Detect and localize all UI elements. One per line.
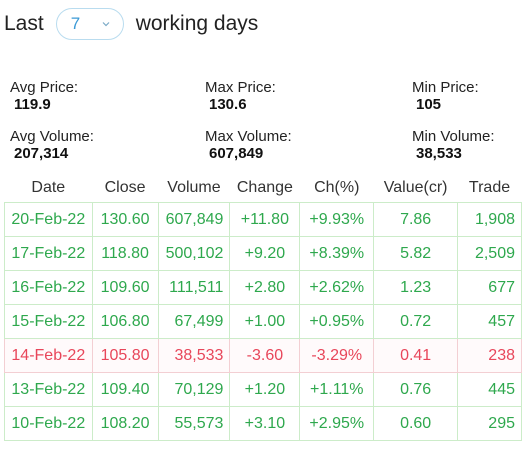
stat-value: 105 (416, 96, 442, 113)
chevron-down-icon (102, 22, 110, 27)
cell-change: +3.10 (229, 406, 301, 441)
column-header-volume: Volume (167, 179, 221, 196)
period-suffix: working days (135, 12, 259, 35)
cell-change-percent: +2.62% (299, 270, 375, 305)
cell-volume: 111,511 (157, 270, 231, 305)
stat-max-price: Max Price: 130.6 (205, 79, 276, 113)
cell-change: +1.20 (229, 372, 301, 407)
cell-close: 108.20 (91, 406, 159, 441)
cell-volume: 500,102 (157, 236, 231, 271)
cell-change: +11.80 (229, 202, 301, 237)
stat-value: 38,533 (416, 145, 462, 162)
cell-date: 14-Feb-22 (4, 338, 93, 373)
table-row: 20-Feb-22 130.60 607,849 +11.80 +9.93% 7.86 1,… (4, 202, 522, 237)
stat-max-volume: Max Volume: 607,849 (205, 128, 292, 162)
cell-trade: 457 (457, 304, 522, 339)
cell-close: 106.80 (91, 304, 159, 339)
table-row: 14-Feb-22 105.80 38,533 -3.60 -3.29% 0.41 238 (4, 338, 522, 373)
cell-value-cr: 5.82 (373, 236, 459, 271)
cell-value-cr: 0.72 (373, 304, 459, 339)
stat-label: Max Volume: (205, 128, 292, 145)
cell-close: 118.80 (91, 236, 159, 271)
cell-date: 15-Feb-22 (4, 304, 93, 339)
cell-trade: 2,509 (457, 236, 522, 271)
stat-value: 130.6 (209, 96, 247, 113)
stat-min-volume: Min Volume: 38,533 (412, 128, 495, 162)
stat-value: 207,314 (14, 145, 69, 162)
cell-value-cr: 1.23 (373, 270, 459, 305)
column-header-trade: Trade (468, 179, 511, 196)
cell-trade: 677 (457, 270, 522, 305)
cell-date: 17-Feb-22 (4, 236, 93, 271)
cell-date: 20-Feb-22 (4, 202, 93, 237)
stat-value: 607,849 (209, 145, 264, 162)
cell-change: +9.20 (229, 236, 301, 271)
period-prefix: Last (4, 12, 44, 35)
cell-value-cr: 0.41 (373, 338, 459, 373)
cell-trade: 295 (457, 406, 522, 441)
column-header-change-percent: Ch(%) (314, 179, 360, 196)
cell-value-cr: 0.76 (373, 372, 459, 407)
table-row: 10-Feb-22 108.20 55,573 +3.10 +2.95% 0.60 295 (4, 406, 522, 441)
stat-min-price: Min Price: 105 (412, 79, 479, 113)
cell-date: 10-Feb-22 (4, 406, 93, 441)
stat-label: Max Price: (205, 79, 276, 96)
period-header: Last 7 working days (4, 6, 258, 42)
cell-change-percent: +1.11% (299, 372, 375, 407)
cell-date: 16-Feb-22 (4, 270, 93, 305)
cell-trade: 1,908 (457, 202, 522, 237)
cell-close: 109.40 (91, 372, 159, 407)
cell-close: 105.80 (91, 338, 159, 373)
table-row: 15-Feb-22 106.80 67,499 +1.00 +0.95% 0.72 457 (4, 304, 522, 339)
column-header-close: Close (104, 179, 146, 196)
table-row: 16-Feb-22 109.60 111,511 +2.80 +2.62% 1.23 677 (4, 270, 522, 305)
cell-change: -3.60 (229, 338, 301, 373)
stat-label: Avg Volume: (10, 128, 94, 145)
cell-value-cr: 7.86 (373, 202, 459, 237)
cell-trade: 445 (457, 372, 522, 407)
cell-volume: 55,573 (157, 406, 231, 441)
cell-volume: 70,129 (157, 372, 231, 407)
cell-trade: 238 (457, 338, 522, 373)
days-select[interactable]: 7 (55, 8, 124, 40)
cell-date: 13-Feb-22 (4, 372, 93, 407)
stat-label: Min Price: (412, 79, 479, 96)
table-row: 17-Feb-22 118.80 500,102 +9.20 +8.39% 5.82 2,5… (4, 236, 522, 271)
column-header-value-cr: Value(cr) (383, 179, 448, 196)
cell-change-percent: -3.29% (299, 338, 375, 373)
price-history-table: Date Close Volume Change Ch(%) Value(cr)… (4, 174, 522, 441)
stat-label: Min Volume: (412, 128, 495, 145)
stat-value: 119.9 (14, 96, 51, 113)
stat-avg-volume: Avg Volume: 207,314 (10, 128, 94, 162)
cell-change-percent: +0.95% (299, 304, 375, 339)
table-row: 13-Feb-22 109.40 70,129 +1.20 +1.11% 0.76 445 (4, 372, 522, 407)
days-select-value: 7 (70, 14, 81, 33)
cell-close: 109.60 (91, 270, 159, 305)
column-header-date: Date (31, 179, 66, 196)
cell-change-percent: +8.39% (299, 236, 375, 271)
cell-change-percent: +9.93% (299, 202, 375, 237)
cell-change-percent: +2.95% (299, 406, 375, 441)
column-header-change: Change (236, 179, 293, 196)
cell-change: +2.80 (229, 270, 301, 305)
table-header-row: Date Close Volume Change Ch(%) Value(cr)… (5, 174, 522, 203)
cell-volume: 38,533 (157, 338, 231, 373)
cell-change: +1.00 (229, 304, 301, 339)
cell-close: 130.60 (91, 202, 159, 237)
cell-volume: 607,849 (157, 202, 231, 237)
stat-label: Avg Price: (10, 79, 79, 96)
cell-value-cr: 0.60 (373, 406, 459, 441)
stat-avg-price: Avg Price: 119.9 (10, 79, 78, 113)
cell-volume: 67,499 (157, 304, 231, 339)
